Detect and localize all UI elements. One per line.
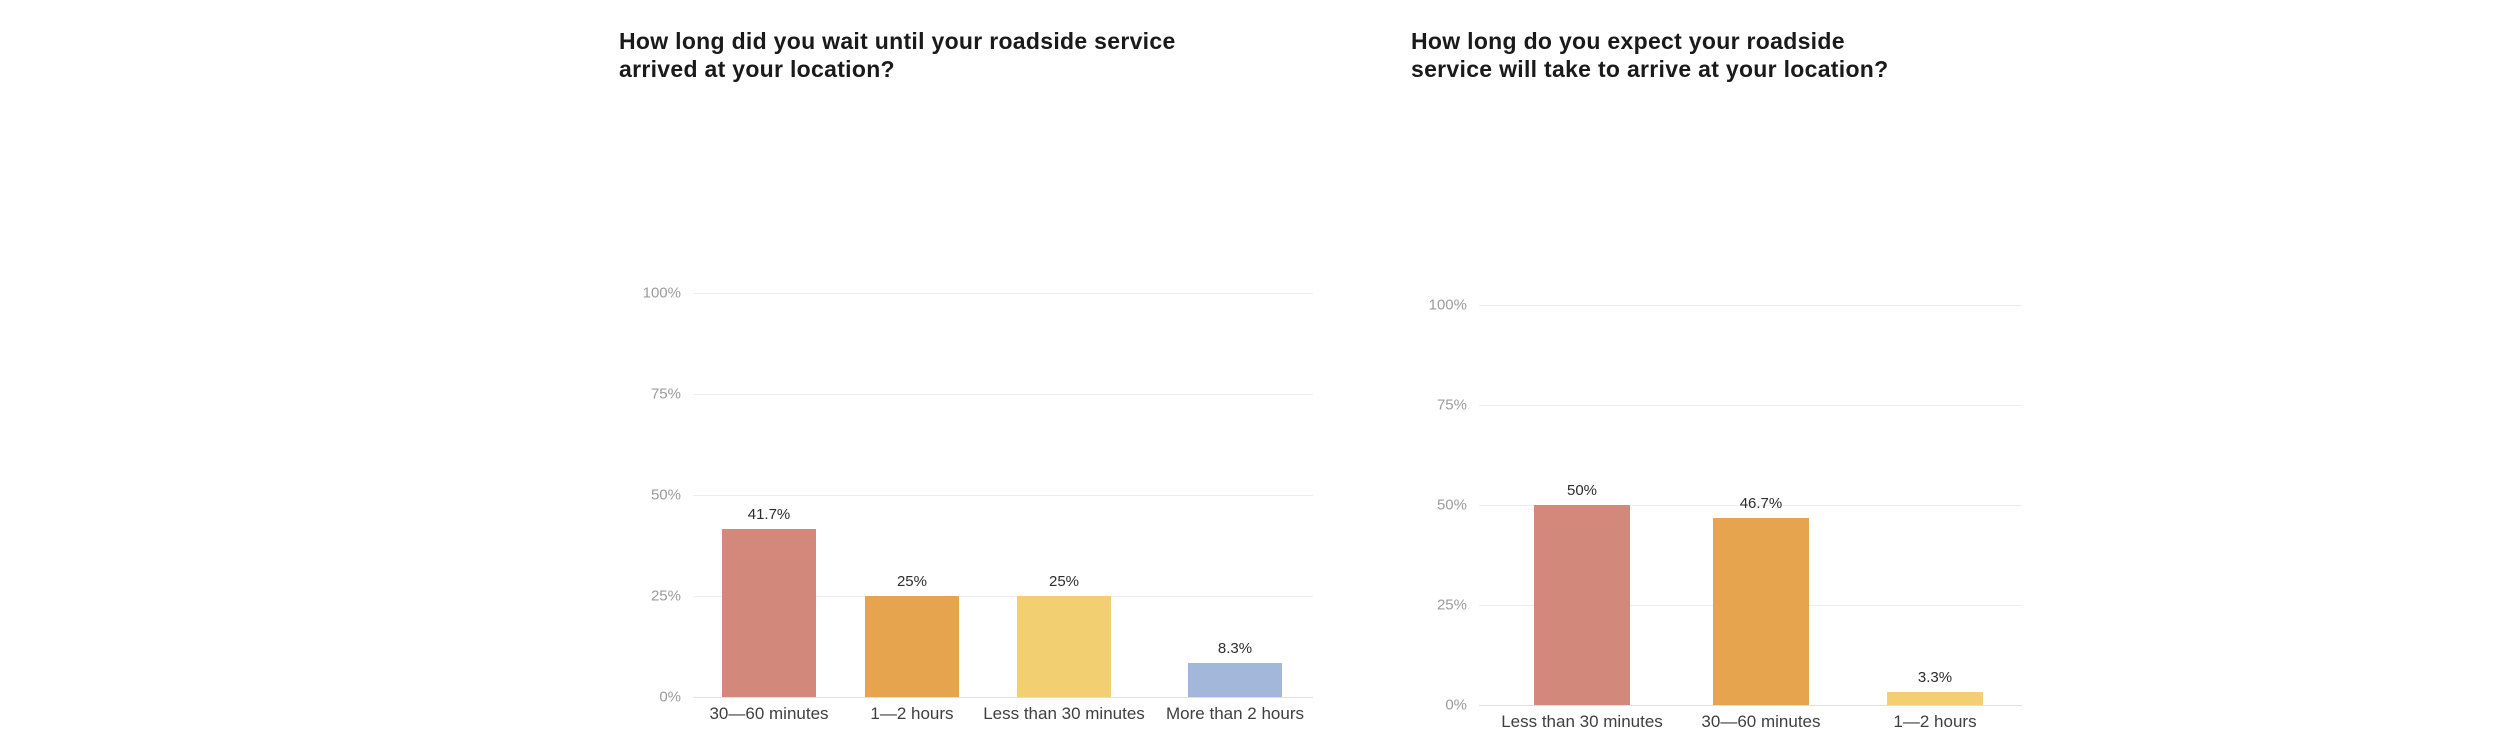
gridline-100% bbox=[693, 292, 1313, 294]
gridline-0% bbox=[1479, 704, 2022, 706]
y-axis-tick-25%: 25% bbox=[1436, 596, 1467, 614]
plot-area: 0% 25% 50% 75% 100% 41.7% 30—60 minutes 25% 1—2 … bbox=[643, 285, 1313, 723]
gridline-25% bbox=[693, 595, 1313, 597]
bar-More than 2 hours bbox=[1188, 663, 1282, 697]
bar-30—60 minutes bbox=[722, 528, 816, 697]
chart-title-line-1: How long did you wait until your roadsid… bbox=[619, 28, 1176, 54]
gridline-50% bbox=[1479, 504, 2022, 506]
value-label-30—60 minutes: 46.7% bbox=[1739, 495, 1783, 513]
category-label-1—2 hours: 1—2 hours bbox=[1893, 712, 1977, 731]
bar-Less than 30 minutes bbox=[1017, 596, 1111, 697]
category-label-Less than 30 minutes: Less than 30 minutes bbox=[983, 704, 1145, 723]
category-label-30—60 minutes: 30—60 minutes bbox=[709, 704, 829, 723]
bar-1—2 hours bbox=[1887, 691, 1983, 705]
value-label-30—60 minutes: 41.7% bbox=[747, 505, 791, 523]
category-label-30—60 minutes: 30—60 minutes bbox=[1701, 712, 1821, 731]
bar-1—2 hours bbox=[864, 596, 959, 697]
y-axis-tick-75%: 75% bbox=[650, 385, 681, 403]
chart-title-line-2: service will take to arrive at your loca… bbox=[1411, 56, 1889, 82]
chart-title: How long do you expect your roadside ser… bbox=[1411, 27, 1889, 83]
category-label-1—2 hours: 1—2 hours bbox=[870, 704, 954, 723]
category-label-More than 2 hours: More than 2 hours bbox=[1166, 704, 1304, 723]
gridline-50% bbox=[693, 494, 1313, 496]
y-axis-tick-100%: 100% bbox=[1428, 296, 1467, 314]
bar-30—60 minutes bbox=[1712, 518, 1809, 705]
value-label-Less than 30 minutes: 25% bbox=[1048, 573, 1080, 590]
y-axis-tick-0%: 0% bbox=[1445, 696, 1467, 714]
plot-area: 0% 25% 50% 75% 100% 50% Less than 30 minutes 46… bbox=[1429, 297, 2022, 731]
value-label-More than 2 hours: 8.3% bbox=[1217, 640, 1253, 658]
gridline-75% bbox=[693, 393, 1313, 395]
gridline-75% bbox=[1479, 404, 2022, 406]
y-axis-tick-0%: 0% bbox=[659, 688, 681, 706]
value-label-1—2 hours: 25% bbox=[896, 573, 927, 590]
bar-Less than 30 minutes bbox=[1534, 505, 1630, 705]
value-label-1—2 hours: 3.3% bbox=[1917, 668, 1953, 686]
category-label-Less than 30 minutes: Less than 30 minutes bbox=[1501, 712, 1663, 731]
y-axis-tick-50%: 50% bbox=[650, 486, 681, 504]
gridline-100% bbox=[1479, 304, 2022, 306]
chart-title-line-2: arrived at your location? bbox=[619, 56, 895, 82]
y-axis-tick-100%: 100% bbox=[642, 284, 681, 302]
gridline-0% bbox=[693, 696, 1313, 698]
y-axis-tick-25%: 25% bbox=[650, 587, 681, 605]
chart-title-line-1: How long do you expect your roadside bbox=[1411, 28, 1845, 54]
y-axis-tick-50%: 50% bbox=[1436, 496, 1467, 514]
chart-title: How long did you wait until your roadsid… bbox=[619, 27, 1176, 83]
y-axis-tick-75%: 75% bbox=[1436, 396, 1467, 414]
value-label-Less than 30 minutes: 50% bbox=[1566, 482, 1598, 499]
